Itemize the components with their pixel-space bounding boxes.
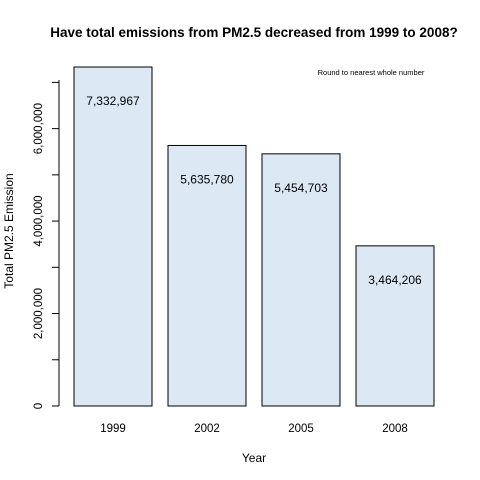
chart-title: Have total emissions from PM2.5 decrease… <box>50 25 457 40</box>
x-tick-label-1999: 1999 <box>100 423 126 435</box>
x-tick-label-2002: 2002 <box>194 423 220 435</box>
bars-group: 7,332,967 5,635,780 5,454,703 3,464,206 <box>73 66 435 407</box>
y-tick-label: 2,000,000 <box>33 288 45 339</box>
x-axis-tick-labels: 1999 2002 2005 2008 <box>100 423 408 435</box>
bar-value-label-2002: 5,635,780 <box>180 172 234 186</box>
y-axis-ticks: 0 2,000,000 4,000,000 6,000,000 <box>33 81 59 409</box>
x-tick-label-2005: 2005 <box>288 423 314 435</box>
y-tick-label: 0 <box>33 403 45 409</box>
bar-2002 <box>167 144 247 407</box>
bar-value-label-2005: 5,454,703 <box>274 181 328 195</box>
bar-1999 <box>73 66 153 407</box>
chart-annotation: Round to nearest whole number <box>318 68 425 77</box>
bar-value-label-1999: 7,332,967 <box>86 94 140 108</box>
bar-2008 <box>355 245 435 407</box>
x-axis-label: Year <box>242 451 266 465</box>
bar-2005 <box>261 153 341 407</box>
bar-value-label-2008: 3,464,206 <box>368 273 422 287</box>
y-axis-label: Total PM2.5 Emission <box>2 173 16 288</box>
y-tick-label: 4,000,000 <box>33 195 45 246</box>
y-tick-label: 6,000,000 <box>33 103 45 154</box>
x-tick-label-2008: 2008 <box>382 423 408 435</box>
